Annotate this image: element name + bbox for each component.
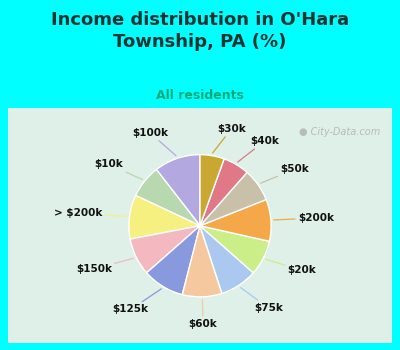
Text: $150k: $150k (76, 258, 134, 274)
Wedge shape (156, 155, 200, 226)
Wedge shape (200, 155, 224, 226)
Text: ● City-Data.com: ● City-Data.com (299, 127, 380, 137)
Text: $30k: $30k (213, 124, 246, 153)
Text: Income distribution in O'Hara
Township, PA (%): Income distribution in O'Hara Township, … (51, 11, 349, 51)
Wedge shape (200, 173, 266, 226)
Text: $75k: $75k (241, 288, 283, 313)
Text: $40k: $40k (238, 136, 279, 162)
Text: $10k: $10k (95, 159, 142, 180)
Wedge shape (147, 226, 200, 295)
Wedge shape (136, 169, 200, 226)
Wedge shape (200, 199, 271, 241)
Wedge shape (182, 226, 222, 297)
Wedge shape (200, 159, 247, 226)
Text: $125k: $125k (113, 289, 161, 314)
Wedge shape (200, 226, 253, 293)
Wedge shape (200, 226, 270, 273)
Text: $100k: $100k (132, 128, 176, 156)
Wedge shape (130, 226, 200, 273)
Text: > $200k: > $200k (54, 209, 127, 218)
Text: $60k: $60k (189, 300, 218, 329)
Text: All residents: All residents (156, 89, 244, 102)
Text: $50k: $50k (260, 164, 309, 183)
Text: $200k: $200k (274, 213, 334, 223)
Text: $20k: $20k (266, 259, 316, 275)
Wedge shape (129, 195, 200, 239)
